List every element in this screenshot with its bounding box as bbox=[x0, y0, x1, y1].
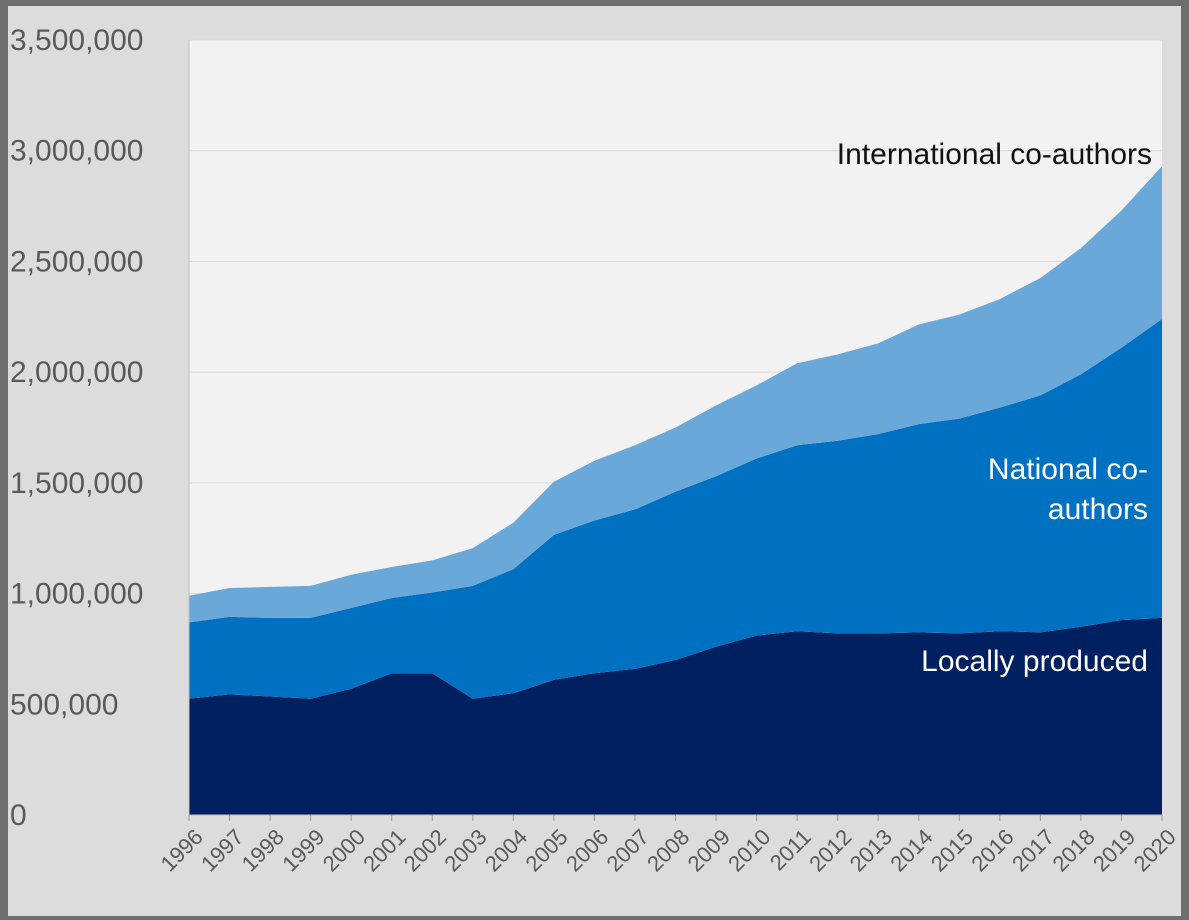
x-tick-label: 2004 bbox=[480, 824, 532, 876]
stacked-area-chart: 0 500,000 1,000,000 1,500,000 2,000,000 2,500… bbox=[10, 24, 1181, 876]
x-tick-label: 2008 bbox=[642, 824, 694, 876]
x-tick-label: 2005 bbox=[520, 824, 572, 876]
area-locally-produced bbox=[189, 617, 1162, 815]
x-tick-label: 1997 bbox=[196, 824, 248, 876]
x-tick-label: 2018 bbox=[1047, 824, 1099, 876]
x-tick-label: 2000 bbox=[318, 824, 370, 876]
x-tick-label: 2014 bbox=[885, 824, 937, 876]
x-tick-label: 2017 bbox=[1007, 824, 1059, 876]
y-axis-ticks: 0 500,000 1,000,000 1,500,000 2,000,000 2,500… bbox=[10, 24, 143, 832]
x-tick-label: 2006 bbox=[561, 824, 613, 876]
chart-frame: 0 500,000 1,000,000 1,500,000 2,000,000 2,500… bbox=[8, 6, 1181, 916]
x-tick-label: 1998 bbox=[237, 824, 289, 876]
x-tick-label: 1996 bbox=[156, 824, 208, 876]
x-axis-ticks: 1996199719981999200020012002200320042005… bbox=[156, 815, 1181, 876]
x-tick-label: 2002 bbox=[399, 824, 451, 876]
annotation-locally-produced: Locally produced bbox=[921, 645, 1148, 678]
annotation-national-line1: National co- bbox=[988, 453, 1148, 486]
x-tick-label: 1999 bbox=[277, 824, 329, 876]
area-national-co-authors bbox=[189, 319, 1162, 699]
annotation-international: International co-authors bbox=[837, 138, 1152, 171]
x-tick-label: 2003 bbox=[439, 824, 491, 876]
x-tick-label: 2010 bbox=[723, 824, 775, 876]
y-tick-label: 0 bbox=[10, 799, 27, 832]
x-tick-label: 2012 bbox=[804, 824, 856, 876]
y-tick-label: 3,000,000 bbox=[10, 135, 143, 168]
area-international-co-authors bbox=[189, 166, 1162, 623]
x-tick-label: 2009 bbox=[683, 824, 735, 876]
annotation-national-line2: authors bbox=[1048, 493, 1148, 526]
y-tick-label: 3,500,000 bbox=[10, 24, 143, 57]
x-tick-label: 2019 bbox=[1088, 824, 1140, 876]
x-tick-label: 2020 bbox=[1129, 824, 1181, 876]
x-tick-label: 2015 bbox=[926, 824, 978, 876]
y-tick-label: 1,500,000 bbox=[10, 467, 143, 500]
x-tick-label: 2011 bbox=[765, 824, 816, 875]
x-tick-label: 2001 bbox=[358, 824, 410, 876]
x-tick-label: 2013 bbox=[845, 824, 897, 876]
y-tick-label: 500,000 bbox=[10, 688, 118, 721]
series-areas bbox=[189, 166, 1162, 815]
y-tick-label: 2,500,000 bbox=[10, 245, 143, 278]
x-tick-label: 2016 bbox=[966, 824, 1018, 876]
y-tick-label: 1,000,000 bbox=[10, 578, 143, 611]
y-tick-label: 2,000,000 bbox=[10, 356, 143, 389]
x-tick-label: 2007 bbox=[602, 824, 654, 876]
